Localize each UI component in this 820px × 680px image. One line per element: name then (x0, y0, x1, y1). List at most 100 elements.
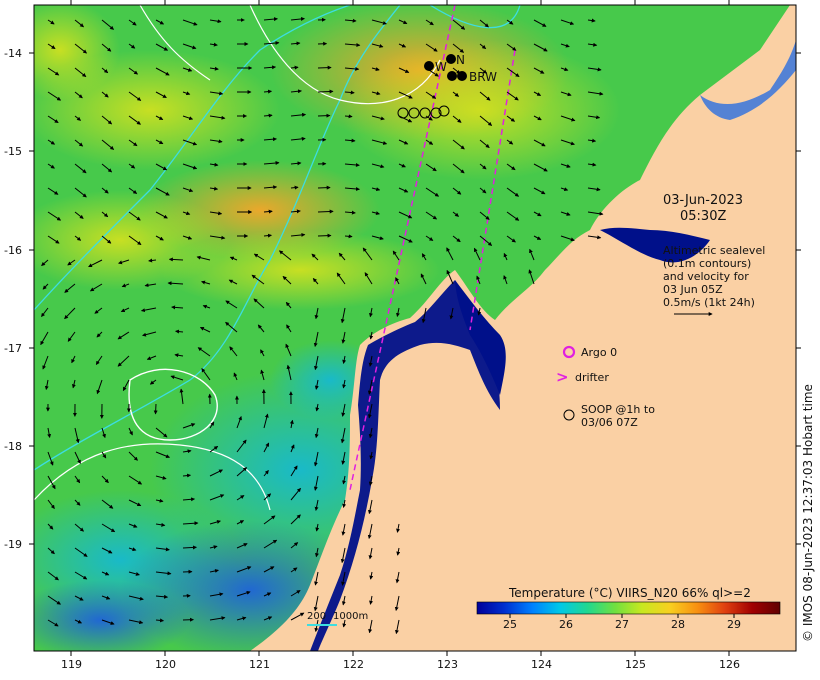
velocity-arrow (479, 187, 487, 194)
velocity-arrow (398, 139, 409, 145)
velocity-arrow (317, 233, 332, 238)
velocity-arrow (101, 211, 109, 218)
velocity-arrow (533, 211, 542, 217)
velocity-arrow (263, 539, 278, 549)
velocity-arrow (395, 277, 400, 285)
velocity-arrow (368, 547, 373, 560)
velocity-arrow (528, 269, 535, 285)
velocity-arrow (344, 138, 356, 143)
map-date: 03-Jun-2023 (663, 193, 743, 208)
velocity-arrow (425, 187, 440, 197)
lon-tick-label: 121 (249, 658, 270, 671)
velocity-arrow (47, 91, 62, 101)
lon-tick-label: 124 (531, 658, 552, 671)
velocity-arrow (209, 235, 226, 240)
velocity-arrow (253, 298, 265, 309)
velocity-arrow (74, 523, 85, 532)
velocity-arrow (236, 520, 245, 525)
velocity-arrow (128, 211, 141, 221)
velocity-arrow (128, 427, 133, 436)
velocity-arrow (128, 571, 140, 576)
velocity-arrow (182, 91, 191, 96)
velocity-arrow (476, 275, 481, 285)
velocity-arrow (290, 232, 306, 237)
map-area: W N BRW 03-Jun-2023 05:30Z Altimetric se… (34, 5, 796, 651)
station-n-marker (446, 54, 456, 64)
velocity-arrow (236, 467, 248, 477)
velocity-arrow (533, 19, 547, 27)
velocity-arrow (209, 42, 218, 47)
velocity-arrow (344, 210, 356, 215)
velocity-arrow (117, 355, 130, 367)
velocity-arrow (236, 566, 252, 573)
velocity-arrow (340, 427, 346, 444)
velocity-arrow (506, 211, 520, 221)
velocity-arrow (263, 515, 276, 525)
velocity-arrow (101, 19, 115, 30)
velocity-arrow (290, 590, 301, 597)
velocity-arrow (371, 43, 384, 48)
velocity-arrow (155, 475, 167, 480)
velocity-arrow (533, 187, 546, 195)
velocity-arrow (263, 65, 277, 70)
velocity-arrow (560, 187, 569, 192)
velocity-arrow (47, 523, 54, 530)
velocity-arrow (371, 67, 380, 71)
velocity-arrow (182, 497, 196, 502)
velocity-arrow (42, 355, 49, 370)
velocity-arrow (47, 67, 60, 76)
velocity-arrow (341, 571, 346, 586)
velocity-arrow (182, 187, 194, 193)
velocity-arrow (209, 421, 215, 429)
velocity-arrow (479, 67, 488, 74)
velocity-arrow (367, 403, 373, 419)
velocity-arrow (209, 91, 224, 96)
velocity-arrow (368, 427, 373, 439)
colorbar-tick-label: 26 (559, 618, 573, 631)
station-n-label: N (456, 53, 465, 67)
velocity-arrow (338, 252, 346, 261)
sealevel-contour (128, 368, 218, 441)
velocity-arrow (425, 91, 437, 99)
velocity-arrow (506, 115, 516, 122)
velocity-arrow (312, 277, 319, 285)
map-frame (33, 4, 797, 652)
velocity-arrow (369, 451, 374, 460)
velocity-arrow (396, 547, 401, 556)
velocity-arrow (182, 163, 198, 170)
velocity-arrow (128, 163, 136, 169)
latitude-axis: -14 -15 -16 -17 -18 -19 (4, 47, 801, 551)
velocity-arrow (260, 369, 265, 381)
station-brw-marker-2 (457, 71, 467, 81)
velocity-arrow (263, 113, 273, 118)
velocity-arrow (314, 427, 319, 439)
velocity-arrow (263, 469, 269, 477)
velocity-arrow (398, 163, 406, 168)
velocity-arrow (47, 475, 56, 490)
velocity-arrow (290, 444, 295, 453)
legend-soop-2: 03/06 07Z (581, 416, 638, 429)
velocity-arrow (560, 163, 571, 168)
station-w-marker (424, 61, 434, 71)
velocity-arrow (587, 138, 597, 143)
velocity-arrow (278, 250, 292, 261)
velocity-arrow (253, 253, 265, 261)
legend-argo: Argo 0 (581, 346, 617, 359)
velocity-arrow (128, 523, 138, 528)
velocity-arrow (155, 571, 172, 576)
velocity-arrow (101, 451, 107, 459)
velocity-arrow (452, 115, 462, 123)
velocity-arrow (74, 451, 81, 465)
velocity-arrow (155, 91, 167, 99)
velocity-arrow (101, 523, 116, 533)
velocity-arrow (263, 233, 272, 238)
colorbar-tick-label: 27 (615, 618, 629, 631)
velocity-arrow (344, 18, 357, 23)
velocity-arrow (155, 19, 165, 25)
velocity-arrow (94, 307, 103, 314)
velocity-arrow (95, 355, 103, 366)
legend-soop-1: SOOP @1h to (581, 403, 655, 416)
velocity-arrow (368, 355, 373, 367)
velocity-arrow (394, 619, 400, 635)
velocity-arrow (506, 67, 520, 78)
